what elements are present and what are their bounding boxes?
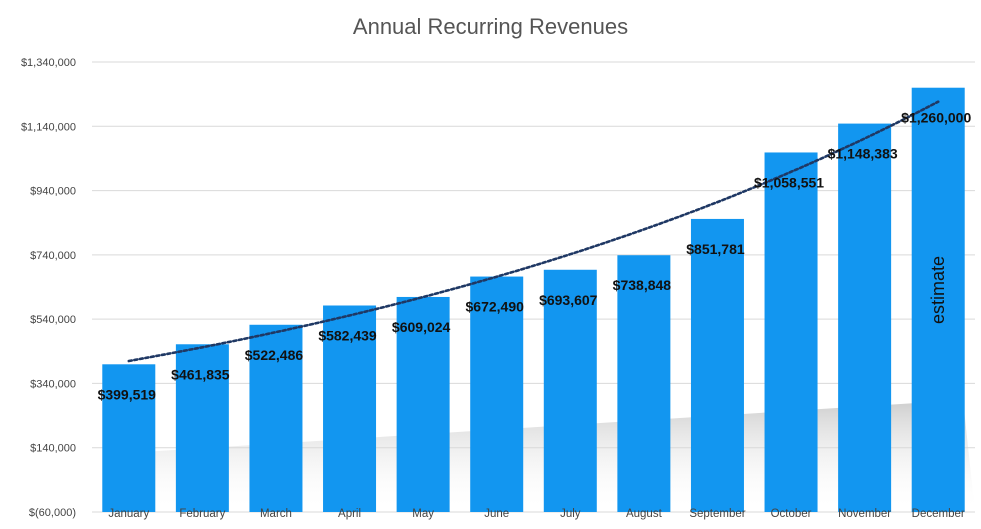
bar-march bbox=[249, 324, 303, 512]
y-tick-label: $1,340,000 bbox=[21, 57, 76, 69]
y-axis-ticks: $(60,000) $140,000 $340,000 $540,000 $740,00… bbox=[21, 57, 76, 519]
x-tick-label: May bbox=[412, 508, 434, 520]
bar-october bbox=[764, 152, 818, 512]
bar-april bbox=[323, 305, 377, 512]
floor-shadow bbox=[100, 400, 975, 512]
data-label: $461,835 bbox=[171, 366, 230, 382]
x-tick-label: February bbox=[179, 508, 225, 520]
data-label: $738,848 bbox=[613, 277, 672, 293]
bar-february bbox=[175, 344, 229, 512]
x-tick-label: August bbox=[626, 508, 663, 520]
data-label: $522,486 bbox=[245, 347, 304, 363]
bar-june bbox=[470, 276, 524, 512]
estimate-annotation: estimate bbox=[928, 256, 948, 324]
data-label: $582,439 bbox=[318, 328, 377, 344]
y-tick-label: $1,140,000 bbox=[21, 121, 76, 133]
y-tick-label: $940,000 bbox=[30, 186, 76, 198]
y-tick-label: $740,000 bbox=[30, 250, 76, 262]
bars bbox=[102, 87, 965, 513]
y-tick-label: $(60,000) bbox=[29, 507, 76, 519]
x-tick-label: December bbox=[912, 508, 965, 520]
x-tick-label: April bbox=[338, 508, 361, 520]
y-tick-label: $540,000 bbox=[30, 314, 76, 326]
x-tick-label: January bbox=[108, 508, 149, 520]
data-label: $399,519 bbox=[98, 386, 157, 402]
bar-december bbox=[911, 87, 965, 512]
data-label: $672,490 bbox=[466, 299, 525, 315]
data-labels: $399,519 $461,835 $522,486 $582,439 $609,024… bbox=[98, 110, 972, 403]
x-tick-label: October bbox=[771, 508, 812, 520]
x-tick-label: July bbox=[560, 508, 581, 520]
bar-september bbox=[690, 218, 744, 512]
x-tick-label: November bbox=[838, 508, 891, 520]
trendline-group bbox=[127, 100, 940, 363]
data-label: $851,781 bbox=[686, 241, 745, 257]
annotations: estimate bbox=[928, 256, 948, 324]
bar-january bbox=[102, 364, 156, 512]
data-label: $1,058,551 bbox=[754, 174, 824, 190]
bar-november bbox=[838, 123, 892, 512]
chart-title: Annual Recurring Revenues bbox=[352, 14, 629, 39]
data-label: $1,148,383 bbox=[828, 146, 898, 162]
x-tick-label: March bbox=[260, 508, 292, 520]
data-label: $609,024 bbox=[392, 319, 451, 335]
bar-august bbox=[617, 255, 671, 513]
bar-may bbox=[396, 296, 450, 512]
data-label: $693,607 bbox=[539, 292, 598, 308]
bar-shadows bbox=[100, 400, 975, 512]
data-label: $1,260,000 bbox=[901, 110, 971, 126]
x-tick-label: June bbox=[484, 508, 509, 520]
bar-july bbox=[543, 269, 597, 512]
y-tick-label: $340,000 bbox=[30, 378, 76, 390]
x-tick-label: September bbox=[689, 508, 745, 520]
x-axis-ticks: January February March April May June July Augu… bbox=[108, 508, 965, 520]
y-tick-label: $140,000 bbox=[30, 443, 76, 455]
trendline bbox=[127, 100, 940, 363]
